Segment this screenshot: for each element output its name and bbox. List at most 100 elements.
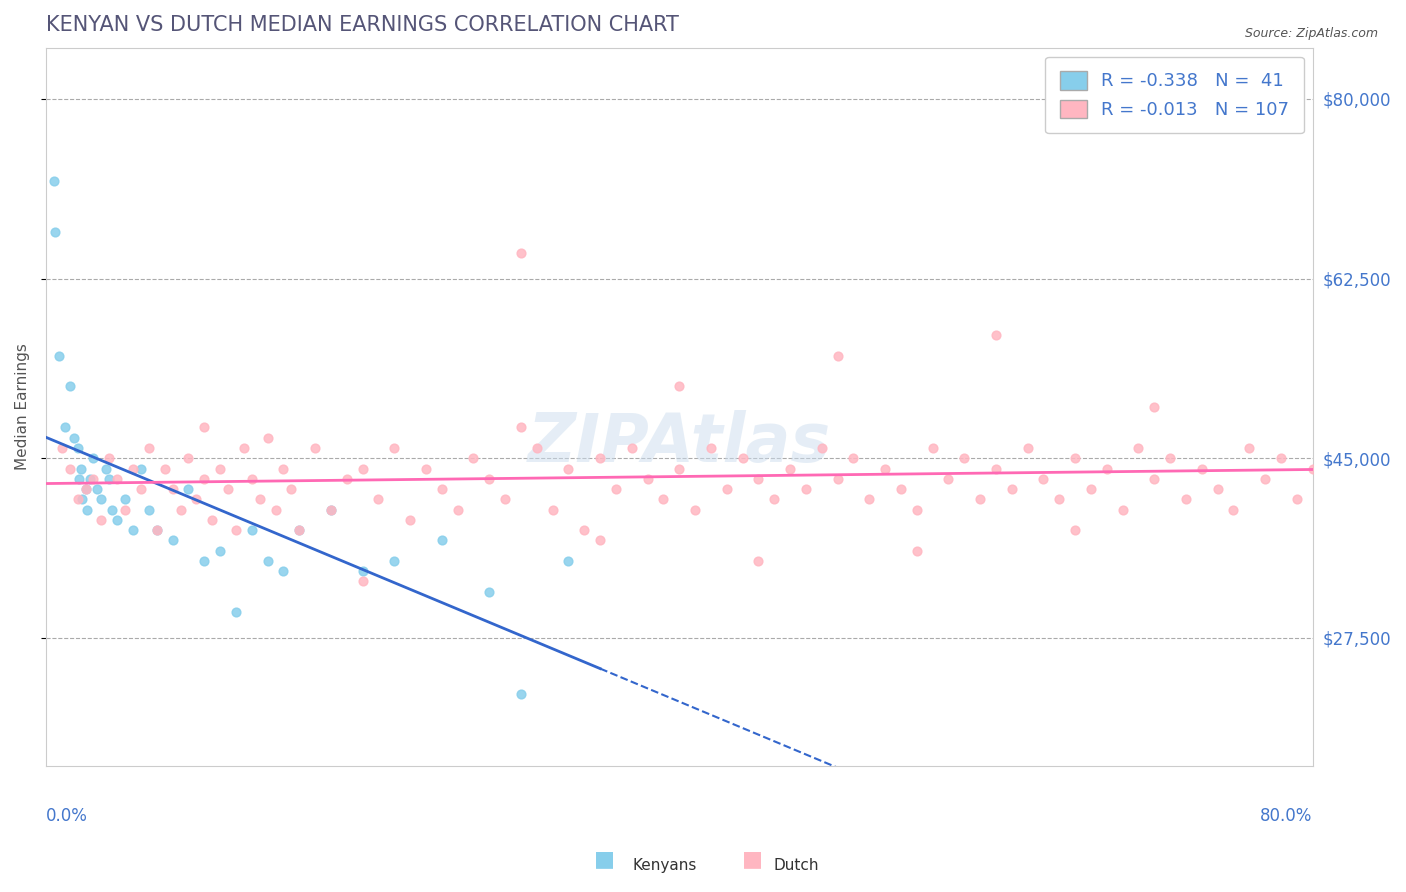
Point bbox=[82, 472, 104, 486]
Point bbox=[1047, 492, 1070, 507]
Text: 80.0%: 80.0% bbox=[1260, 807, 1313, 825]
Point bbox=[75, 482, 97, 496]
Point bbox=[1143, 472, 1166, 486]
Point bbox=[42, 174, 65, 188]
Point bbox=[232, 441, 254, 455]
Point bbox=[557, 554, 579, 568]
Point bbox=[1285, 492, 1308, 507]
Point bbox=[446, 502, 468, 516]
Text: ■: ■ bbox=[595, 849, 614, 869]
Point bbox=[352, 461, 374, 475]
Point bbox=[905, 543, 928, 558]
Point bbox=[683, 502, 706, 516]
Point bbox=[86, 482, 108, 496]
Point bbox=[905, 502, 928, 516]
Y-axis label: Median Earnings: Median Earnings bbox=[15, 343, 30, 470]
Point bbox=[256, 431, 278, 445]
Point bbox=[76, 502, 98, 516]
Point bbox=[811, 441, 834, 455]
Point bbox=[209, 543, 232, 558]
Point bbox=[589, 451, 612, 466]
Point bbox=[620, 441, 643, 455]
Point bbox=[827, 472, 849, 486]
Text: KENYAN VS DUTCH MEDIAN EARNINGS CORRELATION CHART: KENYAN VS DUTCH MEDIAN EARNINGS CORRELAT… bbox=[46, 15, 679, 35]
Point bbox=[953, 451, 976, 466]
Point bbox=[288, 523, 311, 537]
Point bbox=[478, 472, 501, 486]
Point bbox=[146, 523, 169, 537]
Point bbox=[69, 461, 91, 475]
Point bbox=[763, 492, 786, 507]
Point bbox=[129, 482, 152, 496]
Point bbox=[984, 328, 1007, 343]
Point bbox=[79, 472, 101, 486]
Point bbox=[53, 420, 76, 434]
Point bbox=[63, 431, 86, 445]
Point bbox=[138, 441, 160, 455]
Point bbox=[114, 492, 136, 507]
Point bbox=[1064, 451, 1087, 466]
Point bbox=[280, 482, 302, 496]
Point bbox=[827, 349, 849, 363]
Point bbox=[478, 584, 501, 599]
Legend: R = -0.338   N =  41, R = -0.013   N = 107: R = -0.338 N = 41, R = -0.013 N = 107 bbox=[1045, 57, 1303, 133]
Point bbox=[72, 492, 94, 507]
Point bbox=[59, 461, 82, 475]
Point bbox=[1175, 492, 1198, 507]
Point bbox=[217, 482, 239, 496]
Point bbox=[779, 461, 801, 475]
Point bbox=[209, 461, 232, 475]
Point bbox=[890, 482, 912, 496]
Point bbox=[59, 379, 82, 393]
Point bbox=[336, 472, 359, 486]
Point bbox=[1206, 482, 1229, 496]
Point bbox=[494, 492, 516, 507]
Point bbox=[225, 605, 247, 619]
Point bbox=[162, 482, 184, 496]
Point bbox=[716, 482, 738, 496]
Point bbox=[249, 492, 271, 507]
Point bbox=[122, 461, 145, 475]
Point bbox=[1159, 451, 1181, 466]
Point bbox=[747, 554, 769, 568]
Point bbox=[101, 502, 124, 516]
Point bbox=[1254, 472, 1277, 486]
Point bbox=[1239, 441, 1261, 455]
Text: ZIPAtlas: ZIPAtlas bbox=[527, 410, 831, 475]
Point bbox=[146, 523, 169, 537]
Point bbox=[921, 441, 943, 455]
Point bbox=[984, 461, 1007, 475]
Point bbox=[382, 441, 405, 455]
Point bbox=[193, 472, 215, 486]
Point bbox=[193, 554, 215, 568]
Point bbox=[842, 451, 865, 466]
Point bbox=[352, 564, 374, 578]
Point bbox=[938, 472, 960, 486]
Point bbox=[129, 461, 152, 475]
Point bbox=[122, 523, 145, 537]
Point bbox=[44, 226, 66, 240]
Point bbox=[1270, 451, 1292, 466]
Point bbox=[264, 502, 287, 516]
Point bbox=[510, 420, 533, 434]
Text: ■: ■ bbox=[742, 849, 762, 869]
Point bbox=[169, 502, 191, 516]
Point bbox=[399, 513, 422, 527]
Point bbox=[48, 349, 70, 363]
Point bbox=[415, 461, 437, 475]
Point bbox=[1095, 461, 1118, 475]
Point bbox=[105, 472, 128, 486]
Point bbox=[98, 451, 121, 466]
Point bbox=[605, 482, 627, 496]
Text: 0.0%: 0.0% bbox=[46, 807, 87, 825]
Point bbox=[637, 472, 659, 486]
Point bbox=[288, 523, 311, 537]
Point bbox=[794, 482, 817, 496]
Point bbox=[526, 441, 548, 455]
Point bbox=[90, 513, 112, 527]
Point bbox=[66, 441, 89, 455]
Point bbox=[193, 420, 215, 434]
Point bbox=[138, 502, 160, 516]
Point bbox=[1064, 523, 1087, 537]
Point bbox=[1302, 461, 1324, 475]
